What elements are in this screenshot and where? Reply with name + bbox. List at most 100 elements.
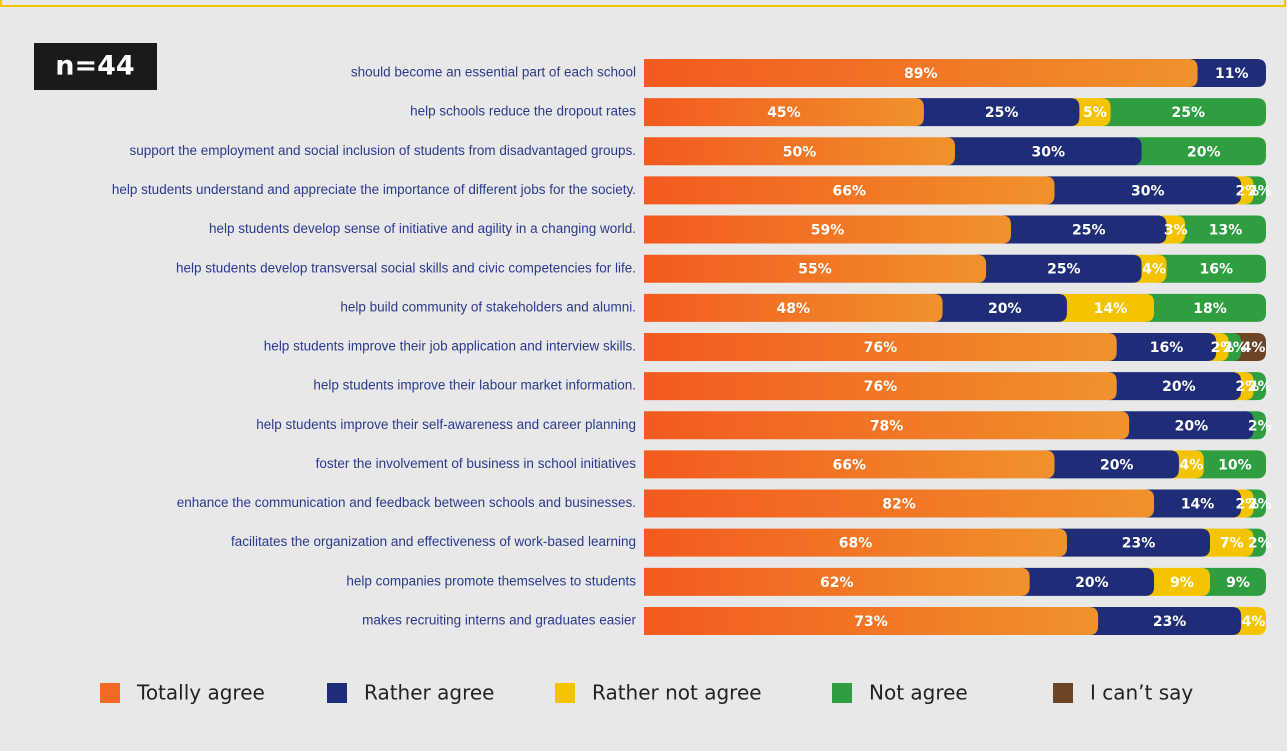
category-label: help schools reduce the dropout rates [410, 104, 636, 119]
category-label: help students improve their job applicat… [264, 339, 636, 354]
category-label: help students develop transversal social… [176, 260, 636, 275]
bar-segment [1201, 567, 1266, 596]
value-label: 23% [1153, 614, 1187, 630]
value-label: 76% [864, 379, 898, 395]
bar-segment [1132, 137, 1266, 166]
bar-segment [1101, 98, 1266, 127]
bar-segment [1120, 411, 1254, 440]
bar-segment [1045, 176, 1242, 205]
legend-swatch [832, 683, 852, 703]
value-label: 62% [820, 575, 854, 591]
value-label: 2% [1235, 379, 1259, 395]
bar-segment [1057, 293, 1155, 322]
category-label: help students develop sense of initiativ… [209, 221, 636, 236]
value-label: 2% [1235, 183, 1259, 199]
bar-segment [644, 59, 1198, 87]
value-label: 2% [1223, 340, 1247, 356]
value-label: 55% [798, 262, 832, 278]
value-label: 18% [1193, 301, 1227, 317]
bar-segment [1201, 528, 1254, 557]
category-label: help build community of stakeholders and… [340, 299, 636, 314]
category-label: help students improve their labour marke… [313, 378, 636, 393]
category-label: help companies promote themselves to stu… [346, 573, 636, 588]
value-label: 76% [864, 340, 898, 356]
value-label: 25% [1072, 223, 1106, 239]
value-label: 10% [1218, 457, 1252, 473]
category-label: help students improve their self-awarene… [256, 417, 636, 432]
bar-segment [644, 411, 1130, 440]
value-label: 14% [1181, 497, 1215, 513]
legend-label: Rather not agree [592, 681, 762, 705]
bar-segment [1145, 567, 1211, 596]
value-label: 89% [904, 66, 938, 82]
value-label: 4% [1242, 340, 1266, 356]
bar-segment [644, 98, 924, 127]
category-label: support the employment and social inclus… [129, 143, 636, 158]
bar-segment [644, 254, 987, 283]
bar-segment [1045, 450, 1179, 479]
bar-segment [644, 567, 1030, 596]
value-label: 20% [1187, 144, 1221, 160]
value-label: 16% [1199, 262, 1233, 278]
value-label: 13% [1209, 223, 1243, 239]
bar-segment [977, 254, 1142, 283]
value-label: 50% [783, 144, 817, 160]
frame [0, 0, 1286, 7]
bar-segment [1176, 215, 1266, 244]
bar-segment [644, 215, 1011, 244]
bar-segment [1020, 567, 1155, 596]
value-label: 78% [870, 418, 904, 434]
value-label: 3% [1164, 223, 1188, 239]
value-label: 30% [1032, 144, 1066, 160]
value-label: 2% [1248, 536, 1272, 552]
legend-label: Not agree [869, 681, 968, 705]
value-label: 2% [1248, 418, 1272, 434]
bar-segment [1107, 332, 1217, 361]
value-label: 2% [1235, 497, 1259, 513]
value-label: 4% [1179, 457, 1203, 473]
bar-segment [1089, 606, 1242, 635]
value-label: 2% [1211, 340, 1235, 356]
value-label: 73% [854, 614, 888, 630]
value-label: 14% [1094, 301, 1128, 317]
value-label: 82% [882, 497, 916, 513]
badge-box [34, 43, 157, 90]
value-label: 5% [1083, 105, 1107, 121]
value-label: 11% [1215, 66, 1249, 82]
value-label: 2% [1248, 497, 1272, 513]
value-label: 2% [1248, 379, 1272, 395]
bar-segment [933, 293, 1067, 322]
bar-segment [644, 450, 1055, 479]
value-label: 2% [1248, 183, 1272, 199]
bar-segment [1188, 59, 1266, 87]
value-label: 25% [1047, 262, 1081, 278]
value-label: 23% [1122, 536, 1156, 552]
category-label: facilitates the organization and effecti… [231, 534, 636, 549]
bar-segment [644, 528, 1067, 557]
category-label: help students understand and appreciate … [112, 182, 636, 197]
bar-segment [644, 372, 1117, 401]
legend-label: Rather agree [364, 681, 494, 705]
bar-segment [1157, 254, 1266, 283]
bar-segment [1107, 372, 1242, 401]
legend-swatch [555, 683, 575, 703]
badge: n=44 [55, 51, 134, 82]
legend-label: Totally agree [136, 681, 265, 705]
legend-label: I can’t say [1090, 681, 1193, 705]
bar-segment [1001, 215, 1167, 244]
category-label: enhance the communication and feedback b… [177, 495, 636, 510]
value-label: 20% [988, 301, 1022, 317]
bar-segment [644, 489, 1155, 518]
value-label: 20% [1175, 418, 1209, 434]
category-label: makes recruiting interns and graduates e… [362, 613, 636, 628]
bar-segment [1194, 450, 1266, 479]
value-label: 16% [1150, 340, 1184, 356]
bar-segment [644, 332, 1117, 361]
bar-segment [946, 137, 1142, 166]
bar-segment [644, 606, 1099, 635]
value-label: 20% [1100, 457, 1134, 473]
bar-segment [914, 98, 1080, 127]
bar-segment [1145, 489, 1242, 518]
